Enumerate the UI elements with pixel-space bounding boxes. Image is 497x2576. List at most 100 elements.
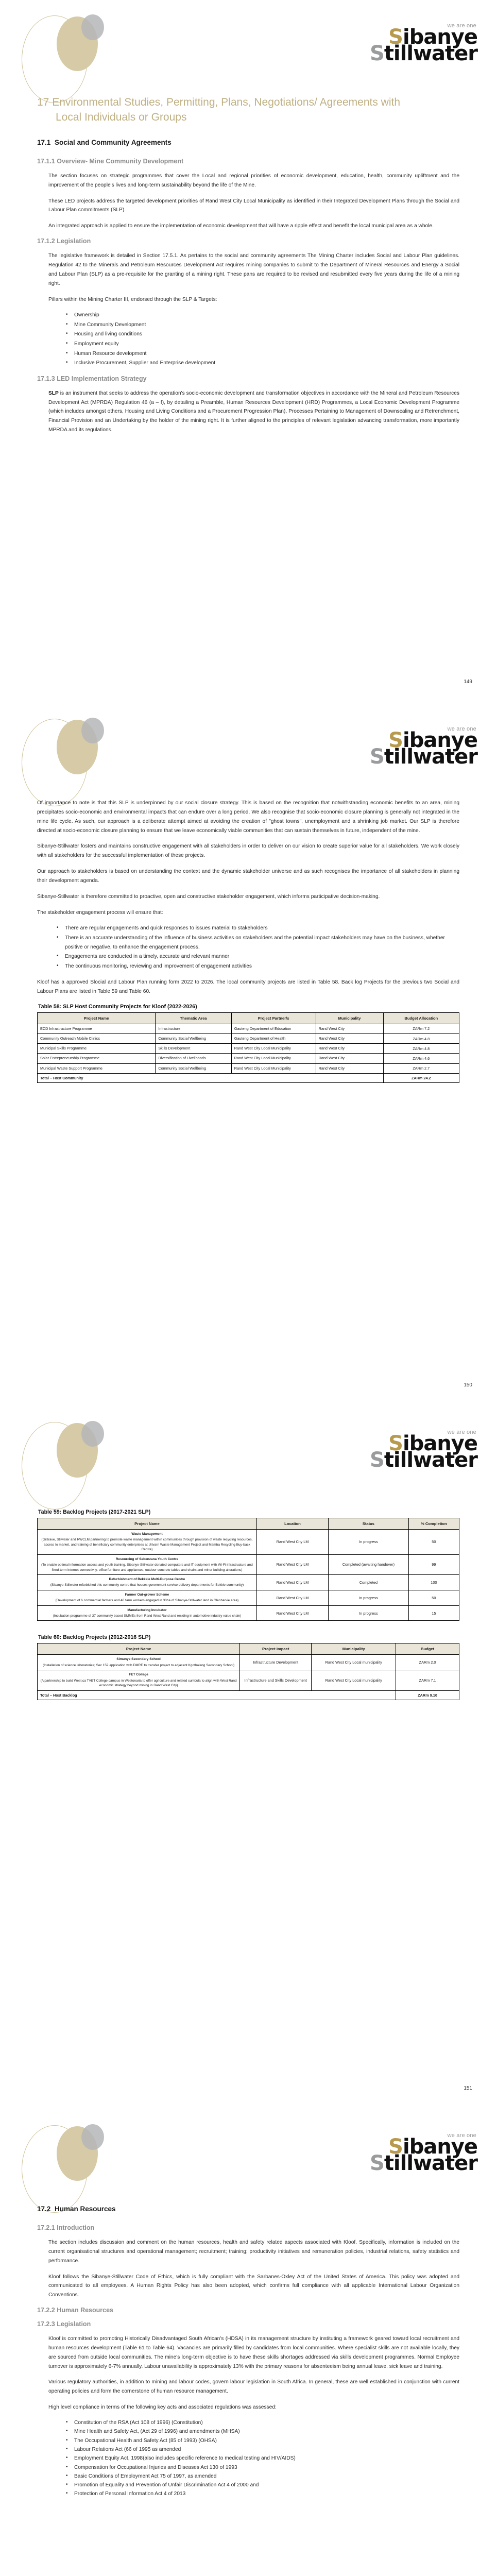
table-58-host-community-projects: Project Name Thematic Area Project Partn…: [37, 1012, 460, 1083]
list-item: Labour Relations Act (66 of 1995 as amen…: [66, 2445, 459, 2454]
subsection-heading-17-2-1: 17.2.1 Introduction: [37, 2224, 95, 2231]
logo-text-ibanye: ibanye: [402, 25, 478, 49]
cell-total-label: Total – Host Community: [37, 1073, 384, 1083]
document-page-2: we are one Sibanye Stillwater Of importa…: [0, 703, 497, 1406]
logo-cap-s2: S: [370, 745, 385, 769]
sibanye-stillwater-logo: we are one Sibanye Stillwater: [323, 1426, 478, 1473]
decorative-ring-shape: [22, 1422, 88, 1510]
logo-line-stillwater: Stillwater: [370, 2153, 478, 2174]
paragraph-overview-2: These LED projects address the targeted …: [48, 198, 459, 213]
document-page-4: we are one Sibanye Stillwater 17.2 Human …: [0, 2110, 497, 2576]
cell-thematic-area: Skills Development: [155, 1043, 232, 1054]
cell-project-detail: (Installation of science laboratories; S…: [42, 1663, 235, 1667]
decorative-header-graphic: [0, 703, 185, 806]
table-60-caption: Table 60: Backlog Projects (2012-2016 SL…: [38, 1634, 151, 1641]
table-row: FET College (A partnership to build West…: [37, 1670, 459, 1691]
cell-project-name: Municipal Waste Support Programme: [37, 1063, 156, 1074]
list-item: The continuous monitoring, reviewing and…: [57, 961, 459, 971]
table-58-caption: Table 58: SLP Host Community Projects fo…: [38, 1003, 197, 1010]
logo-cap-s1: S: [388, 1432, 403, 1455]
pillars-list: Ownership Mine Community Development Hou…: [37, 310, 459, 367]
list-item: The Occupational Health and Safety Act (…: [66, 2436, 459, 2445]
cell-municipality: Rand West City Local municipality: [311, 1670, 397, 1691]
table-row: Manufacturing Incubator (Incubation prog…: [37, 1605, 460, 1621]
cell-budget: ZARm 4.6: [383, 1053, 460, 1064]
paragraph-pillars-intro: Pillars within the Mining Charter III, e…: [48, 296, 217, 302]
sibanye-stillwater-logo: we are one Sibanye Stillwater: [323, 20, 478, 67]
page-number: 149: [464, 679, 472, 685]
paragraph-overview-3: An integrated approach is applied to ens…: [48, 223, 434, 229]
table-row: Resourcing of Sebenzana Youth Centre (To…: [37, 1554, 460, 1575]
logo-line-sibanye: Sibanye: [388, 728, 478, 752]
list-item: There is an accurate understanding of th…: [57, 933, 459, 952]
table-row: ECD Infrastructure Programme Infrastruct…: [37, 1023, 460, 1035]
cell-total-value: ZARm 9.10: [396, 1690, 459, 1700]
logo-line-stillwater: Stillwater: [370, 745, 478, 769]
cell-project-partner: Gauteng Department of Health: [231, 1033, 316, 1044]
paragraph-stakeholder-approach: Our approach to stakeholders is based on…: [37, 869, 459, 884]
list-item: Mine Health and Safety Act, (Act 29 of 1…: [66, 2427, 459, 2436]
engagement-bullets-list: There are regular engagements and quick …: [37, 923, 459, 971]
section-number: 17.2: [37, 2205, 51, 2213]
column-header-municipality: Municipality: [311, 1643, 397, 1655]
paragraph-proactive-commitment: Sibanye-Stillwater is therefore committe…: [37, 893, 380, 900]
logo-text-ibanye: ibanye: [402, 1432, 478, 1455]
table-row: Community Outreach Mobile Clinics Commun…: [37, 1033, 460, 1044]
decorative-grey-ellipse: [81, 1421, 104, 1447]
cell-municipality: Rand West City: [315, 1063, 384, 1074]
cell-budget: ZARm 7.1: [396, 1670, 459, 1691]
paragraph-engagement-intro: The stakeholder engagement process will …: [37, 909, 163, 916]
cell-location: Rand West City LM: [256, 1529, 329, 1555]
cell-thematic-area: Community Social Wellbeing: [155, 1063, 232, 1074]
section-number: 17.1: [37, 138, 51, 146]
paragraph-stakeholder-engagement: Sibanye-Stillwater fosters and maintains…: [37, 843, 459, 859]
logo-tagline: we are one: [447, 726, 476, 732]
cell-completion: 50: [408, 1589, 460, 1606]
cell-status: Completed: [328, 1574, 409, 1590]
logo-tagline: we are one: [447, 1429, 476, 1435]
cell-project-description: Waste Management (Gilzrave, Stilwater an…: [37, 1529, 257, 1555]
cell-municipality: Rand West City: [315, 1033, 384, 1044]
decorative-ring-shape: [22, 2125, 88, 2213]
page3-content: Table 59: Backlog Projects (2017-2021 SL…: [37, 1502, 460, 1700]
decorative-ring-shape: [22, 15, 88, 103]
page4-content: 17.2 Human Resources 17.2.1 Introduction …: [37, 2205, 459, 2506]
logo-cap-s1: S: [388, 728, 403, 752]
decorative-grey-ellipse: [81, 14, 104, 40]
section-title: Human Resources: [55, 2205, 116, 2213]
column-header-project-name: Project Name: [37, 1643, 241, 1655]
decorative-grey-ellipse: [81, 2124, 104, 2150]
section-heading-17-2: 17.2 Human Resources: [37, 2205, 459, 2213]
paragraph-overview-1: The section focuses on strategic program…: [48, 173, 459, 188]
cell-budget: ZARm 4.8: [383, 1043, 460, 1054]
chapter-heading-line1: 17 Environmental Studies, Permitting, Pl…: [37, 96, 401, 108]
paragraph-closure-strategy: Of importance to note is that this SLP i…: [37, 800, 459, 834]
list-item: Basic Conditions of Employment Act 75 of…: [66, 2472, 459, 2481]
logo-cap-s2: S: [370, 1448, 385, 1472]
cell-project-detail: (Development of 6 commercial farmers and…: [55, 1599, 239, 1603]
table-total-row: Total – Host Backlog ZARm 9.10: [37, 1690, 459, 1700]
cell-thematic-area: Community Social Wellbeing: [155, 1033, 232, 1044]
cell-project-title: Resourcing of Sebenzana Youth Centre: [115, 1557, 179, 1561]
logo-text-ibanye: ibanye: [402, 728, 478, 752]
logo-tagline: we are one: [447, 2132, 476, 2139]
logo-text-tillwater: tillwater: [384, 745, 478, 769]
cell-total-value: ZARm 24.2: [383, 1073, 460, 1083]
logo-line-sibanye: Sibanye: [388, 1432, 478, 1455]
list-item: Employment Equity Act, 1998(also include…: [66, 2454, 459, 2463]
cell-status: In progress: [328, 1605, 409, 1621]
cell-location: Rand West City LM: [256, 1554, 329, 1575]
list-item: Promotion of Equality and Prevention of …: [66, 2481, 459, 2489]
document-page-1: we are one Sibanye Stillwater 17 Environ…: [0, 0, 497, 703]
decorative-tan-ellipse: [57, 1423, 98, 1478]
cell-location: Rand West City LM: [256, 1605, 329, 1621]
logo-line-stillwater: Stillwater: [370, 1448, 478, 1472]
list-item: Mine Community Development: [66, 320, 459, 330]
cell-budget: ZARm 7.2: [383, 1023, 460, 1035]
decorative-header-graphic: [0, 2110, 185, 2213]
cell-budget: ZARm 4.8: [383, 1033, 460, 1044]
cell-project-partner: Rand West City Local Municipality: [231, 1043, 316, 1054]
cell-project-description: FET College (A partnership to build West…: [37, 1670, 241, 1691]
table-row: Municipal Waste Support Programme Commun…: [37, 1063, 460, 1074]
page-number: 151: [464, 2086, 472, 2091]
